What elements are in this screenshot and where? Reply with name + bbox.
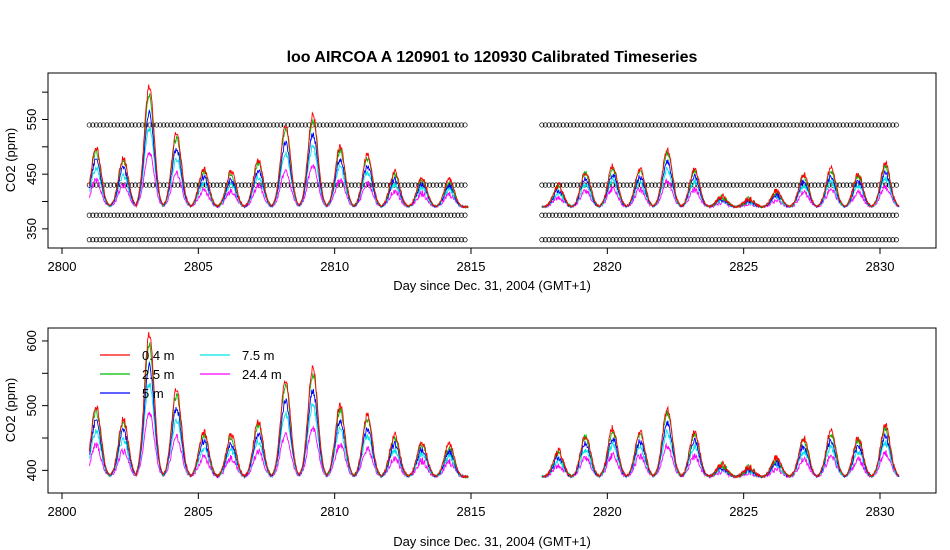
x-tick-label-3: 2815 — [457, 259, 486, 274]
reference-level-0 — [86, 237, 899, 243]
series-line-0 — [88, 84, 900, 209]
x-tick-label-6: 2830 — [866, 504, 895, 519]
top-y-axis-label: CO2 (ppm) — [3, 128, 18, 192]
y-tick-label-2: 600 — [24, 330, 39, 352]
y-tick-label-1: 500 — [24, 395, 39, 417]
x-tick-label-4: 2820 — [593, 504, 622, 519]
bottom-y-axis: 400 500 600 — [24, 330, 49, 482]
x-tick-label-5: 2825 — [729, 259, 758, 274]
legend-item-3: 7.5 m — [200, 348, 275, 363]
legend-label: 0.4 m — [142, 348, 175, 363]
legend-label: 5 m — [142, 386, 164, 401]
bottom-panel: 2800 2805 2810 2815 2820 2825 2830 400 500 600 0… — [3, 327, 937, 549]
legend-item-0: 0.4 m — [100, 348, 175, 363]
x-tick-label-3: 2815 — [457, 504, 486, 519]
y-tick-label-0: 350 — [24, 218, 39, 240]
legend-item-1: 2.5 m — [100, 367, 175, 382]
x-tick-label-5: 2825 — [729, 504, 758, 519]
legend-item-4: 24.4 m — [200, 367, 282, 382]
legend-label: 24.4 m — [242, 367, 282, 382]
bottom-x-axis: 2800 2805 2810 2815 2820 2825 2830 — [48, 492, 895, 519]
reference-level-1 — [86, 212, 899, 218]
bottom-plot-data — [88, 332, 900, 480]
top-x-axis: 2800 2805 2810 2815 2820 2825 2830 — [48, 247, 895, 274]
bottom-x-axis-label: Day since Dec. 31, 2004 (GMT+1) — [393, 534, 591, 549]
x-tick-label-2: 2810 — [320, 504, 349, 519]
x-tick-label-1: 2805 — [184, 504, 213, 519]
x-tick-label-0: 2800 — [48, 259, 77, 274]
y-tick-label-0: 400 — [24, 460, 39, 482]
legend-item-2: 5 m — [100, 386, 164, 401]
top-chart-title: loo AIRCOA A 120901 to 120930 Calibrated… — [287, 49, 698, 66]
x-tick-label-2: 2810 — [320, 259, 349, 274]
top-plot-data — [86, 84, 900, 243]
top-x-axis-label: Day since Dec. 31, 2004 (GMT+1) — [393, 278, 591, 293]
x-tick-label-4: 2820 — [593, 259, 622, 274]
y-tick-label-1: 450 — [24, 163, 39, 185]
top-y-axis: 350 450 550 — [24, 91, 49, 240]
x-tick-label-0: 2800 — [48, 504, 77, 519]
top-panel: loo AIRCOA A 120901 to 120930 Calibrated… — [3, 49, 937, 293]
x-tick-label-6: 2830 — [866, 259, 895, 274]
legend-label: 2.5 m — [142, 367, 175, 382]
bottom-y-axis-label: CO2 (ppm) — [3, 378, 18, 442]
y-tick-label-2: 550 — [24, 109, 39, 131]
reference-level-3 — [86, 122, 899, 128]
legend-label: 7.5 m — [242, 348, 275, 363]
series-line-0 — [88, 332, 900, 479]
x-tick-label-1: 2805 — [184, 259, 213, 274]
bottom-legend: 0.4 m 2.5 m 5 m 7.5 m 24.4 m — [100, 348, 282, 401]
